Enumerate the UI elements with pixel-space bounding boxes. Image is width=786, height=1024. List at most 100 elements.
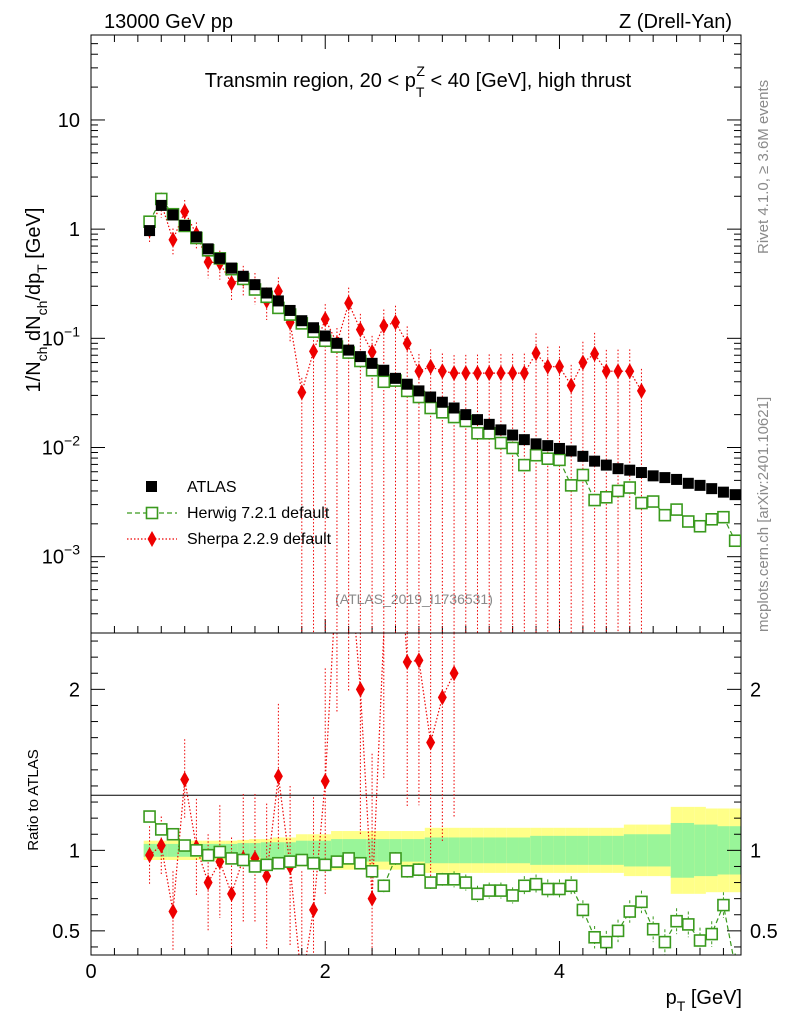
sherpa-point bbox=[461, 365, 471, 382]
main-y-axis-label: 1/Nch dNch/dpT [GeV] bbox=[23, 208, 50, 393]
herwig-ratio-point bbox=[354, 856, 367, 870]
atlas-point bbox=[448, 402, 460, 414]
atlas-point bbox=[425, 391, 437, 403]
uncertainty-band-inner bbox=[588, 835, 601, 865]
sherpa-point bbox=[590, 345, 600, 362]
sherpa-ratio-point bbox=[262, 868, 272, 885]
main-y-tick-label: 10 bbox=[58, 110, 80, 132]
atlas-point bbox=[565, 445, 577, 457]
legend-entry-sherpa: Sherpa 2.2.9 default bbox=[127, 531, 332, 548]
legend-sherpa-marker bbox=[147, 531, 157, 547]
herwig-ratio-point bbox=[623, 905, 637, 918]
atlas-point bbox=[507, 429, 519, 441]
herwig-ratio-point bbox=[529, 877, 543, 891]
sherpa-point bbox=[379, 317, 389, 334]
uncertainty-band-inner bbox=[577, 835, 589, 865]
herwig-ratio-point bbox=[154, 823, 168, 836]
atlas-point bbox=[179, 219, 191, 231]
sherpa-point bbox=[344, 295, 354, 312]
sherpa-point bbox=[297, 384, 307, 401]
herwig-ratio-point bbox=[166, 827, 180, 841]
uncertainty-band-inner bbox=[495, 837, 507, 864]
herwig-ratio-point bbox=[693, 934, 707, 947]
herwig-ratio-point bbox=[600, 935, 613, 949]
legend-atlas-label: ATLAS bbox=[187, 479, 237, 496]
uncertainty-band-inner bbox=[541, 835, 554, 865]
legend-sherpa-label: Sherpa 2.2.9 default bbox=[187, 531, 332, 548]
sherpa-point bbox=[625, 363, 635, 380]
atlas-point bbox=[237, 270, 249, 282]
herwig-point bbox=[564, 479, 578, 492]
herwig-ratio-point bbox=[681, 918, 695, 931]
herwig-point bbox=[681, 515, 695, 528]
sherpa-ratio-point bbox=[449, 665, 459, 682]
herwig-ratio-point bbox=[553, 882, 566, 896]
rivet-label: Rivet 4.1.0, ≥ 3.6M events bbox=[755, 80, 772, 254]
legend: ATLAS Herwig 7.2.1 default Sherpa 2.2.9 … bbox=[127, 479, 332, 548]
herwig-ratio-point bbox=[307, 856, 320, 870]
atlas-point bbox=[167, 209, 179, 221]
herwig-ratio-point bbox=[482, 884, 496, 897]
sherpa-line bbox=[149, 201, 642, 393]
herwig-ratio-point bbox=[670, 914, 683, 928]
herwig-ratio-point bbox=[201, 848, 215, 862]
uncertainty-band-inner bbox=[694, 824, 706, 877]
herwig-point bbox=[635, 496, 648, 510]
uncertainty-band-inner bbox=[448, 837, 460, 864]
sherpa-point bbox=[449, 365, 459, 382]
atlas-point bbox=[354, 351, 366, 363]
x-tick-label: 2 bbox=[320, 961, 331, 983]
atlas-point bbox=[296, 315, 308, 327]
uncertainty-band-inner bbox=[647, 834, 660, 867]
main-title: Transmin region, 20 < pTZ < 40 [GeV], hi… bbox=[205, 63, 632, 100]
herwig-point bbox=[424, 401, 437, 415]
ratio-y-tick-label-left: 1 bbox=[69, 840, 80, 862]
atlas-point bbox=[589, 455, 601, 467]
uncertainty-band-inner bbox=[354, 839, 367, 862]
main-series bbox=[143, 192, 741, 633]
herwig-ratio-point bbox=[318, 858, 332, 872]
ratio-y-tick-label-left: 0.5 bbox=[52, 921, 80, 943]
atlas-point bbox=[190, 231, 202, 243]
herwig-point bbox=[541, 452, 555, 465]
uncertainty-band-inner bbox=[225, 843, 238, 857]
herwig-point bbox=[670, 503, 683, 516]
sherpa-ratio-point bbox=[273, 768, 283, 785]
atlas-point bbox=[542, 440, 554, 452]
herwig-ratio-point bbox=[424, 876, 437, 889]
uncertainty-band-inner bbox=[377, 839, 390, 862]
herwig-ratio-point bbox=[260, 858, 273, 872]
herwig-ratio-point bbox=[236, 853, 250, 867]
process-label: Z (Drell-Yan) bbox=[619, 11, 732, 33]
ratio-ticks: 0.5 0.5 1 1 2 2 0 2 4 bbox=[52, 640, 778, 983]
atlas-point bbox=[717, 486, 729, 498]
herwig-point bbox=[611, 484, 625, 498]
herwig-point bbox=[529, 448, 543, 462]
atlas-point bbox=[331, 337, 343, 349]
atlas-point bbox=[413, 385, 425, 397]
uncertainty-band-inner bbox=[623, 834, 636, 867]
sherpa-ratio-point bbox=[426, 734, 436, 751]
ratio-series bbox=[143, 633, 736, 955]
herwig-ratio-point bbox=[365, 864, 379, 878]
sherpa-point bbox=[391, 314, 401, 331]
mcplots-label: mcplots.cern.ch [arXiv:2401.10621] bbox=[755, 397, 772, 632]
herwig-ratio-point bbox=[447, 873, 461, 886]
legend-herwig-label: Herwig 7.2.1 default bbox=[187, 505, 330, 522]
sherpa-point bbox=[519, 365, 529, 382]
sherpa-point bbox=[402, 335, 412, 352]
uncertainty-band-inner bbox=[705, 824, 718, 877]
sherpa-ratio-point bbox=[437, 689, 447, 706]
x-tick-label: 4 bbox=[554, 961, 565, 983]
sherpa-point bbox=[320, 311, 330, 328]
sherpa-point bbox=[180, 203, 190, 220]
herwig-ratio-point bbox=[611, 924, 625, 938]
uncertainty-band-inner bbox=[319, 840, 332, 861]
herwig-point bbox=[471, 426, 484, 440]
ratio-y-tick-label-right: 1 bbox=[750, 840, 761, 862]
uncertainty-band-inner bbox=[659, 834, 671, 867]
atlas-point bbox=[261, 287, 273, 299]
sherpa-point bbox=[168, 231, 178, 248]
uncertainty-band-inner bbox=[565, 835, 578, 865]
